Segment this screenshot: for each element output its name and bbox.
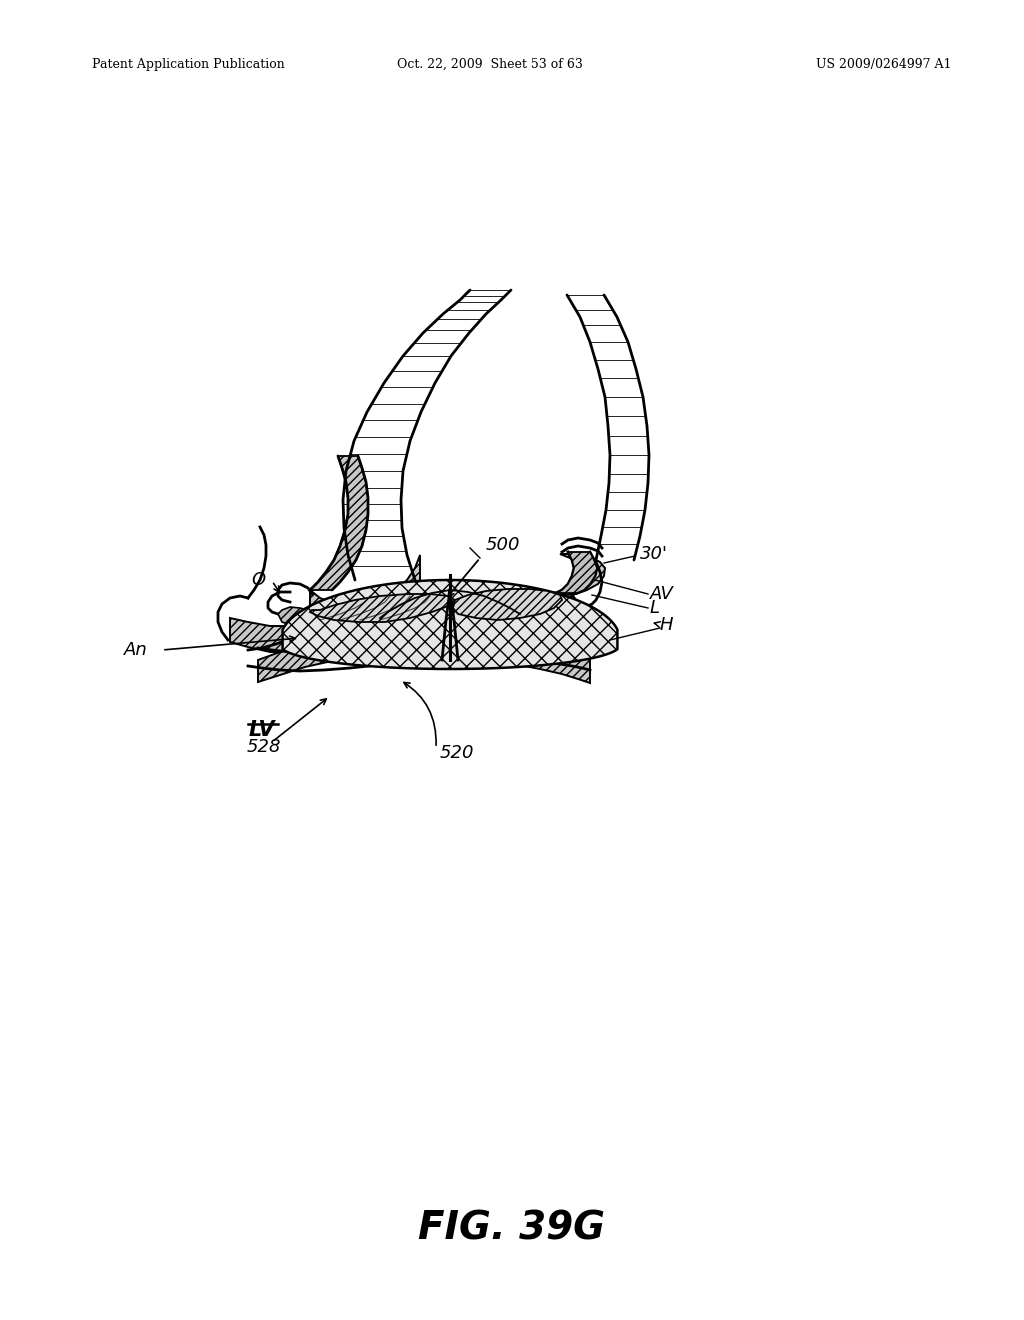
Polygon shape	[453, 589, 562, 620]
Text: Oct. 22, 2009  Sheet 53 of 63: Oct. 22, 2009 Sheet 53 of 63	[397, 58, 583, 71]
Text: US 2009/0264997 A1: US 2009/0264997 A1	[816, 58, 952, 71]
Polygon shape	[310, 594, 455, 622]
Polygon shape	[556, 552, 597, 593]
Text: L: L	[650, 599, 660, 616]
Polygon shape	[230, 591, 372, 652]
Polygon shape	[530, 574, 578, 620]
Text: An: An	[124, 642, 148, 659]
Text: 30': 30'	[640, 545, 668, 564]
Text: 500: 500	[486, 536, 520, 554]
Polygon shape	[532, 554, 605, 595]
Polygon shape	[278, 607, 312, 624]
Text: AV: AV	[650, 585, 674, 603]
Polygon shape	[310, 455, 368, 590]
Polygon shape	[567, 294, 649, 560]
Text: 528: 528	[247, 738, 282, 756]
Polygon shape	[283, 579, 617, 669]
Text: Patent Application Publication: Patent Application Publication	[92, 58, 285, 71]
Text: 520: 520	[440, 744, 474, 762]
Polygon shape	[310, 554, 420, 634]
Text: H: H	[660, 616, 674, 634]
Text: LV: LV	[249, 719, 275, 741]
Text: FIG. 39G: FIG. 39G	[419, 1210, 605, 1247]
Polygon shape	[343, 290, 511, 579]
Text: O: O	[251, 572, 265, 589]
Polygon shape	[258, 632, 590, 682]
